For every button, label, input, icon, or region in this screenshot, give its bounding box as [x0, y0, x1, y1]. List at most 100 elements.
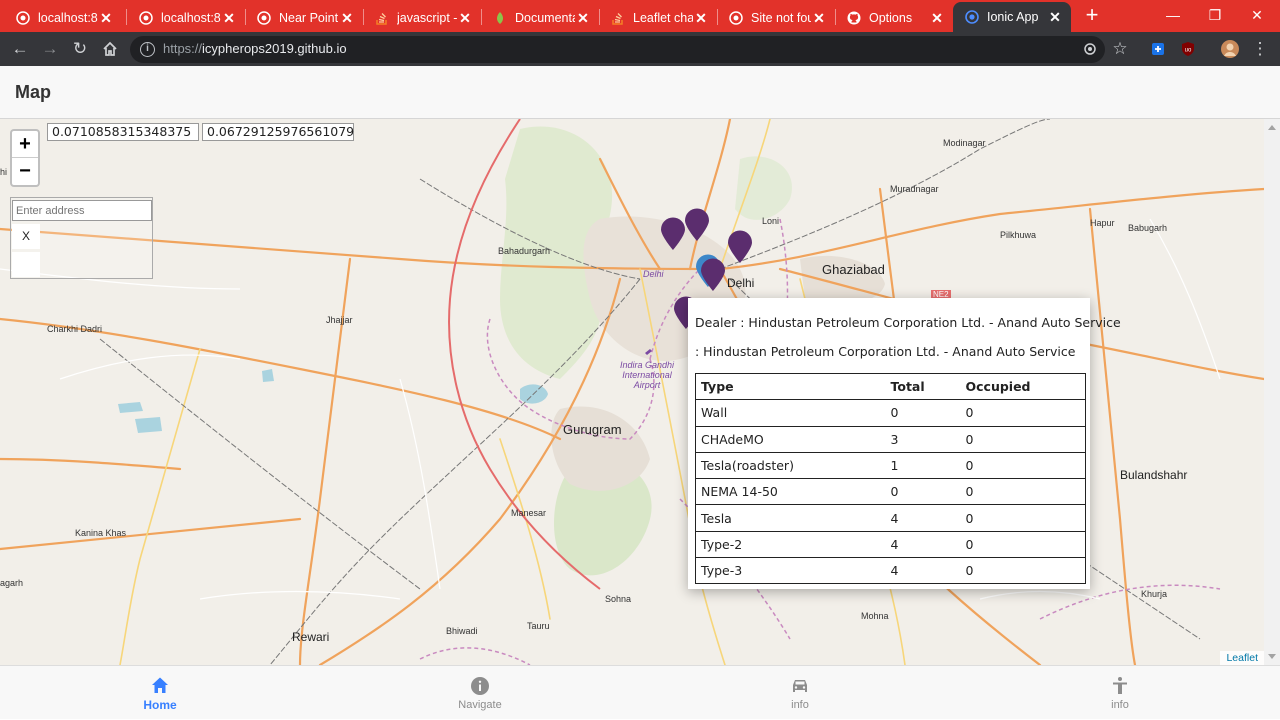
close-icon[interactable]: ✕	[100, 9, 112, 26]
tab-info-car[interactable]: info	[640, 666, 960, 720]
cell-occupied: 0	[960, 557, 1086, 585]
scroll-down-icon[interactable]	[1268, 654, 1276, 659]
svg-text:uo: uo	[1185, 48, 1192, 54]
map-label-hapur: Hapur	[1090, 218, 1115, 228]
cell-type: Tesla(roadster)	[695, 451, 886, 480]
tab-separator	[717, 9, 718, 25]
cell-total: 3	[885, 425, 961, 453]
map-label-khurja: Khurja	[1141, 589, 1168, 599]
leaflet-attribution-link[interactable]: Leaflet	[1220, 651, 1264, 665]
scroll-up-icon[interactable]	[1268, 125, 1276, 130]
info-icon[interactable]: i	[140, 42, 155, 57]
browser-tab-9-active[interactable]: Ionic App ✕	[953, 2, 1071, 32]
tab-label: Navigate	[458, 699, 502, 711]
table-row: NEMA 14-50 0 0	[695, 478, 1086, 506]
stackoverflow-icon	[611, 11, 625, 25]
browser-tab-3[interactable]: Near Point ✕	[245, 3, 363, 32]
restore-icon[interactable]: ❐	[1208, 6, 1222, 23]
new-tab-button[interactable]: +	[1085, 2, 1099, 27]
close-icon[interactable]: ✕	[931, 9, 943, 26]
close-icon[interactable]: ✕	[813, 9, 825, 26]
map-marker[interactable]	[684, 208, 710, 242]
map-marker[interactable]	[700, 258, 726, 292]
tab-separator	[835, 9, 836, 25]
address-bar[interactable]: i https://icypherops2019.github.io	[130, 36, 1105, 63]
tab-title: localhost:80	[161, 10, 221, 25]
close-icon[interactable]: ✕	[1049, 9, 1061, 25]
table-row: Tesla 4 0	[695, 504, 1086, 532]
longitude-field[interactable]: 0.06729125976561079	[202, 123, 354, 141]
stackoverflow-icon	[375, 11, 389, 25]
map-label-kanina-khas: Kanina Khas	[75, 528, 127, 538]
close-icon[interactable]: ✕	[341, 9, 353, 26]
forward-icon[interactable]: →	[41, 39, 59, 58]
cell-occupied: 0	[960, 478, 1086, 506]
tab-label: info	[791, 699, 809, 711]
tab-title: Documenta	[515, 10, 575, 25]
map-label-jhajjar: Jhajjar	[326, 315, 353, 325]
address-input[interactable]	[12, 200, 152, 221]
globe-icon	[139, 10, 153, 25]
zoom-in-button[interactable]: +	[12, 131, 38, 158]
tab-separator	[245, 9, 246, 25]
browser-tab-1[interactable]: localhost:80 ✕	[4, 3, 122, 32]
browser-tab-strip: localhost:80 ✕ localhost:80 ✕ Near Point…	[0, 0, 1280, 32]
latitude-field[interactable]: 0.0710858315348375	[47, 123, 199, 141]
map-label-sohna: Sohna	[605, 594, 632, 604]
map-marker[interactable]	[727, 230, 753, 264]
url-host: icypherops2019.github.io	[202, 41, 347, 56]
tab-separator	[599, 9, 600, 25]
table-row: Tesla(roadster) 1 0	[695, 451, 1086, 480]
tab-navigate[interactable]: Navigate	[320, 666, 640, 720]
globe-icon	[16, 10, 30, 25]
window-close-icon[interactable]: ✕	[1251, 6, 1263, 23]
page-scrollbar[interactable]	[1264, 119, 1280, 665]
minimize-icon[interactable]: —	[1166, 7, 1180, 23]
map-label-charkhi-dadri: Charkhi Dadri	[47, 324, 103, 334]
close-icon[interactable]: ✕	[695, 9, 707, 26]
browser-tab-6[interactable]: Leaflet char ✕	[599, 3, 717, 32]
clear-address-button[interactable]: X	[12, 224, 40, 249]
close-icon[interactable]: ✕	[577, 9, 589, 26]
geocoder-panel: X	[10, 197, 153, 279]
table-row: CHAdeMO 3 0	[695, 425, 1086, 453]
table-row: Type-3 4 0	[695, 557, 1086, 585]
github-icon	[847, 11, 861, 25]
dealer-subtitle: : Hindustan Petroleum Corporation Ltd. -…	[695, 344, 1076, 359]
browser-tab-7[interactable]: Site not fou ✕	[717, 3, 835, 32]
station-popup: Dealer : Hindustan Petroleum Corporation…	[688, 298, 1121, 589]
back-icon[interactable]: ←	[11, 39, 29, 58]
close-icon[interactable]: ✕	[459, 9, 471, 26]
tab-separator	[126, 9, 127, 25]
zoom-out-button[interactable]: −	[19, 160, 31, 182]
browser-tab-5[interactable]: Documenta ✕	[481, 3, 599, 32]
map-marker[interactable]	[660, 217, 686, 251]
location-icon[interactable]	[1080, 39, 1100, 59]
home-icon	[152, 677, 168, 693]
cell-occupied: 0	[960, 451, 1086, 480]
map-label-muradnagar: Muradnagar	[890, 184, 939, 194]
tab-info-accessibility[interactable]: info	[960, 666, 1280, 720]
ublock-icon[interactable]: uo	[1178, 39, 1198, 59]
menu-kebab-icon[interactable]: ⋮	[1251, 39, 1269, 58]
extension-icon[interactable]	[1148, 39, 1168, 59]
map-label-agarh: agarh	[0, 578, 24, 588]
profile-avatar-icon[interactable]	[1220, 39, 1240, 59]
cell-type: Tesla	[695, 504, 886, 532]
tab-title: Leaflet char	[633, 10, 693, 25]
close-icon[interactable]: ✕	[223, 9, 235, 26]
zoom-control: + −	[10, 129, 40, 187]
browser-tab-2[interactable]: localhost:80 ✕	[127, 3, 245, 32]
browser-toolbar: ← → ↻ i https://icypherops2019.github.io…	[0, 32, 1280, 66]
tab-separator	[481, 9, 482, 25]
browser-tab-4[interactable]: javascript - ✕	[363, 3, 481, 32]
column-header-occupied: Occupied	[960, 372, 1086, 401]
page-title: Map	[15, 82, 51, 102]
home-browser-icon[interactable]	[100, 39, 120, 59]
bookmark-star-icon[interactable]: ☆	[1112, 39, 1128, 58]
reload-icon[interactable]: ↻	[72, 39, 88, 58]
tab-home[interactable]: Home	[0, 666, 320, 720]
browser-tab-8[interactable]: Options ✕	[835, 3, 953, 32]
table-row: Type-2 4 0	[695, 530, 1086, 559]
map-container[interactable]: Modinagar Muradnagar Loni Hapur Babugarh…	[0, 119, 1264, 665]
